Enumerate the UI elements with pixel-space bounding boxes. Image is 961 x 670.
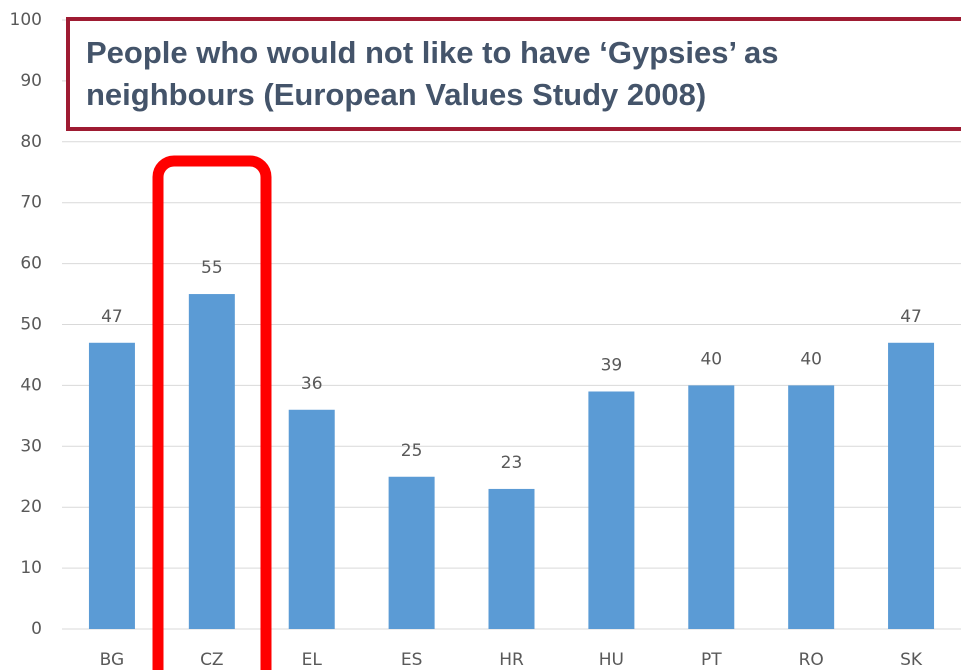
- bar: [588, 391, 635, 629]
- y-tick-label: 80: [20, 132, 42, 152]
- y-tick-label: 30: [20, 436, 42, 456]
- y-tick-label: 90: [20, 71, 42, 91]
- bar: [488, 488, 535, 629]
- y-tick-label: 0: [31, 619, 42, 639]
- y-tick-label: 50: [20, 315, 42, 335]
- highlight-box: [152, 155, 272, 670]
- data-label: 40: [800, 349, 822, 369]
- x-tick-label: CZ: [200, 650, 224, 670]
- x-tick-label: ES: [401, 650, 423, 670]
- x-tick-label: BG: [100, 650, 125, 670]
- data-label: 23: [501, 453, 523, 473]
- bar: [288, 409, 335, 629]
- y-tick-label: 60: [20, 254, 42, 274]
- bar: [688, 385, 735, 629]
- bar: [88, 342, 135, 629]
- data-label: 47: [900, 307, 922, 327]
- x-tick-label: EL: [302, 650, 323, 670]
- x-tick-label: RO: [799, 650, 824, 670]
- bars: BG 47 CZ 55 EL 36 ES 25 HR 23 HU 39 PT 40 RO 40 SK 47: [88, 258, 935, 670]
- data-label: 40: [700, 349, 722, 369]
- data-label: 47: [101, 307, 123, 327]
- bar: [888, 342, 935, 629]
- data-label: 25: [401, 441, 423, 461]
- x-tick-label: SK: [900, 650, 923, 670]
- x-tick-label: PT: [701, 650, 722, 670]
- x-tick-label: HU: [599, 650, 624, 670]
- data-label: 55: [201, 258, 223, 278]
- y-tick-label: 70: [20, 193, 42, 213]
- bar: [188, 294, 235, 629]
- y-tick-label: 20: [20, 497, 42, 517]
- chart-title: People who would not like to have ‘Gypsi…: [86, 35, 779, 112]
- y-tick-label: 40: [20, 375, 42, 395]
- data-label: 36: [301, 374, 323, 394]
- data-label: 39: [601, 355, 623, 375]
- y-tick-label: 100: [10, 10, 42, 30]
- x-tick-label: HR: [499, 650, 524, 670]
- title-box: [66, 17, 961, 131]
- bar: [788, 385, 835, 629]
- bar: [388, 476, 435, 629]
- y-tick-label: 10: [20, 558, 42, 578]
